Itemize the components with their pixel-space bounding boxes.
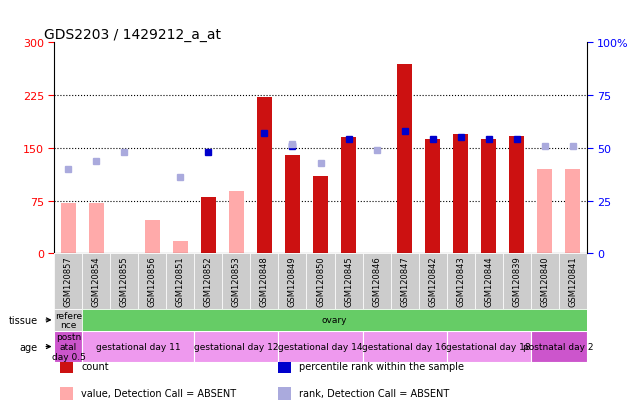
Bar xyxy=(60,387,73,400)
Bar xyxy=(447,254,474,309)
Bar xyxy=(201,198,216,254)
Text: gestational day 16: gestational day 16 xyxy=(362,342,447,351)
Bar xyxy=(278,331,363,362)
Bar xyxy=(229,192,244,254)
Text: GSM120850: GSM120850 xyxy=(316,255,325,306)
Bar xyxy=(145,220,160,254)
Bar xyxy=(167,254,194,309)
Text: GSM120847: GSM120847 xyxy=(400,255,409,306)
Text: tissue: tissue xyxy=(8,315,38,325)
Text: GSM120854: GSM120854 xyxy=(92,255,101,306)
Bar xyxy=(565,170,580,254)
Text: GSM120849: GSM120849 xyxy=(288,255,297,306)
Bar xyxy=(531,254,558,309)
Text: GSM120852: GSM120852 xyxy=(204,255,213,306)
Bar xyxy=(285,156,300,254)
Text: GSM120842: GSM120842 xyxy=(428,255,437,306)
Bar xyxy=(397,64,412,254)
Bar xyxy=(54,309,83,331)
Bar xyxy=(278,387,291,400)
Text: GSM120851: GSM120851 xyxy=(176,255,185,306)
Text: GSM120840: GSM120840 xyxy=(540,255,549,306)
Bar xyxy=(54,331,83,362)
Text: GSM120843: GSM120843 xyxy=(456,255,465,306)
Bar xyxy=(278,254,306,309)
Bar xyxy=(194,254,222,309)
Bar xyxy=(425,140,440,254)
Bar xyxy=(306,254,335,309)
Bar xyxy=(110,254,138,309)
Bar xyxy=(363,331,447,362)
Bar xyxy=(60,359,73,373)
Bar xyxy=(83,254,110,309)
Bar xyxy=(54,254,83,309)
Bar xyxy=(419,254,447,309)
Bar xyxy=(61,203,76,254)
Bar xyxy=(278,359,291,373)
Bar xyxy=(390,254,419,309)
Bar xyxy=(453,135,468,254)
Bar xyxy=(531,331,587,362)
Bar xyxy=(173,241,188,254)
Bar xyxy=(537,170,552,254)
Text: gestational day 11: gestational day 11 xyxy=(96,342,181,351)
Bar xyxy=(251,254,278,309)
Text: count: count xyxy=(81,361,109,371)
Bar xyxy=(509,137,524,254)
Bar xyxy=(313,177,328,254)
Text: rank, Detection Call = ABSENT: rank, Detection Call = ABSENT xyxy=(299,388,449,399)
Text: gestational day 14: gestational day 14 xyxy=(278,342,363,351)
Text: GSM120844: GSM120844 xyxy=(484,255,493,306)
Bar xyxy=(138,254,167,309)
Text: value, Detection Call = ABSENT: value, Detection Call = ABSENT xyxy=(81,388,237,399)
Text: GSM120845: GSM120845 xyxy=(344,255,353,306)
Text: age: age xyxy=(20,342,38,352)
Text: postn
atal
day 0.5: postn atal day 0.5 xyxy=(51,332,85,361)
Bar xyxy=(194,331,278,362)
Text: refere
nce: refere nce xyxy=(55,311,82,330)
Text: gestational day 18: gestational day 18 xyxy=(446,342,531,351)
Text: postnatal day 2: postnatal day 2 xyxy=(523,342,594,351)
Text: gestational day 12: gestational day 12 xyxy=(194,342,279,351)
Text: GSM120856: GSM120856 xyxy=(148,255,157,306)
Bar xyxy=(335,254,363,309)
Bar xyxy=(481,140,496,254)
Bar xyxy=(257,98,272,254)
Bar xyxy=(474,254,503,309)
Bar xyxy=(447,331,531,362)
Text: GSM120848: GSM120848 xyxy=(260,255,269,306)
Text: GSM120839: GSM120839 xyxy=(512,255,521,306)
Text: GSM120853: GSM120853 xyxy=(232,255,241,306)
Text: GSM120855: GSM120855 xyxy=(120,255,129,306)
Text: GSM120841: GSM120841 xyxy=(568,255,577,306)
Text: percentile rank within the sample: percentile rank within the sample xyxy=(299,361,464,371)
Bar xyxy=(558,254,587,309)
Text: ovary: ovary xyxy=(322,316,347,325)
Bar xyxy=(503,254,531,309)
Bar xyxy=(363,254,390,309)
Bar xyxy=(83,331,194,362)
Bar xyxy=(222,254,251,309)
Text: GSM120857: GSM120857 xyxy=(64,255,73,306)
Bar xyxy=(89,203,104,254)
Bar xyxy=(341,138,356,254)
Text: GSM120846: GSM120846 xyxy=(372,255,381,306)
Text: GDS2203 / 1429212_a_at: GDS2203 / 1429212_a_at xyxy=(44,28,221,43)
